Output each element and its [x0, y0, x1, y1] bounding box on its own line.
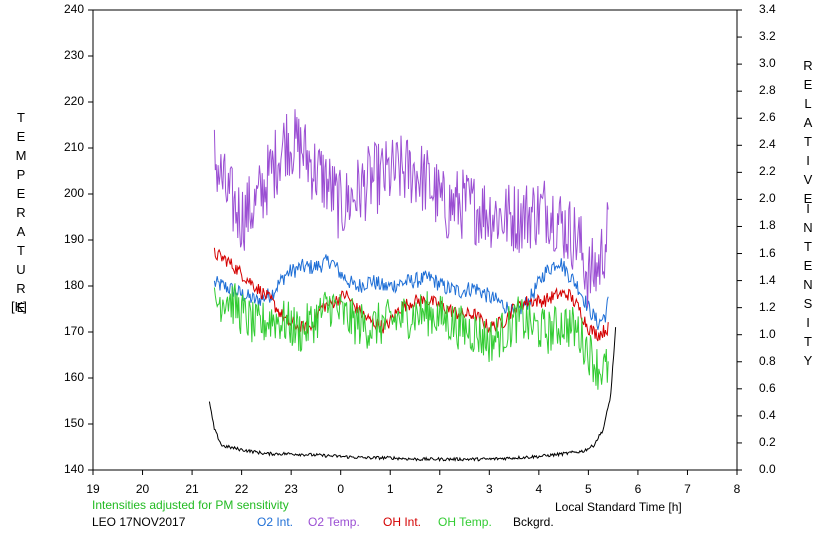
y-right-tick-label: 0.6: [759, 380, 776, 395]
y-right-label-letter: E: [803, 77, 813, 92]
y-left-label-letter: T: [17, 110, 25, 125]
y-right-label-letter: L: [804, 96, 812, 111]
y-left-tick-label: 230: [63, 48, 84, 62]
y-left-tick-label: 160: [63, 370, 84, 384]
y-left-tick-label: 170: [63, 324, 84, 338]
y-right-label-letter: T: [804, 134, 812, 149]
plot-frame: [92, 9, 738, 471]
x-tick-label: 6: [634, 482, 642, 496]
y-right-tick-label: 2.4: [759, 137, 776, 152]
x-tick-label: 2: [436, 482, 444, 496]
y-left-label-letter: R: [16, 205, 26, 220]
y-left-label-letter: R: [16, 281, 26, 296]
y-right-tick-label: 3.2: [759, 29, 776, 44]
x-tick-label: 21: [185, 482, 199, 496]
y-right-label-letter: E: [803, 258, 813, 273]
y-left-label-letter: E: [16, 300, 26, 315]
y-right-label-letter: E: [803, 191, 813, 206]
y-right-label-letter: T: [804, 239, 812, 254]
x-tick-label: 22: [234, 482, 249, 496]
y-right-tick-label: 0.2: [759, 434, 776, 449]
series-line-o2-int: [213, 254, 609, 330]
y-left-label-letter: U: [16, 262, 26, 277]
legend-item: O2 Temp.: [308, 515, 360, 529]
y-right-tick-label: 0.8: [759, 353, 776, 368]
y-right-label-letter: T: [804, 334, 812, 349]
y-left-label-letter: E: [16, 129, 26, 144]
legend-item: OH Temp.: [438, 515, 492, 529]
y-left-tick-label: 200: [63, 186, 84, 200]
y-right-tick-label: 0.4: [759, 407, 776, 422]
y-left-label-letter: E: [16, 186, 26, 201]
legend-item: O2 Int.: [257, 515, 294, 529]
y-right-label-letter: R: [803, 58, 813, 73]
x-tick-label: 19: [86, 482, 100, 496]
x-tick-label: 4: [535, 482, 543, 496]
y-right-tick-label: 2.8: [759, 83, 776, 98]
y-left-label-letter: T: [17, 243, 25, 258]
x-tick-label: 8: [733, 482, 741, 496]
y-right-label-letter: I: [806, 201, 810, 216]
y-right-label-letter: I: [806, 153, 810, 168]
x-axis-label: Local Standard Time [h]: [555, 500, 682, 514]
series-line-oh-temp: [213, 283, 609, 390]
left-axis-ticks: [88, 9, 93, 471]
y-right-tick-label: 2.6: [759, 110, 776, 125]
legend-item: OH Int.: [383, 515, 422, 529]
x-tick-label: 7: [684, 482, 691, 496]
y-right-tick-label: 2.2: [759, 164, 776, 179]
series-line-oh-int: [213, 247, 609, 342]
site-date-label: LEO 17NOV2017: [92, 515, 186, 529]
x-tick-label: 20: [135, 482, 150, 496]
x-tick-label: 23: [284, 482, 298, 496]
x-tick-label: 1: [386, 482, 394, 496]
x-axis-ticks: [92, 470, 738, 475]
y-left-label-letter: M: [15, 148, 27, 163]
y-right-tick-label: 1.4: [759, 272, 776, 287]
y-right-label-letter: I: [806, 315, 810, 330]
y-right-tick-label: 3.0: [759, 56, 776, 71]
x-tick-label: 5: [585, 482, 592, 496]
y-right-label-letter: A: [803, 115, 813, 130]
sensitivity-note: Intensities adjusted for PM sensitivity: [92, 498, 289, 512]
y-left-tick-label: 190: [63, 232, 84, 246]
y-left-label-letter: P: [16, 167, 26, 182]
y-right-tick-label: 2.0: [759, 191, 776, 206]
y-right-label-letter: S: [803, 296, 813, 311]
series-layer: [208, 109, 617, 463]
series-line-bckgrd: [208, 327, 617, 463]
y-left-tick-label: 210: [63, 140, 84, 154]
y-right-tick-label: 1.0: [759, 326, 776, 341]
right-axis-ticks: [737, 9, 742, 471]
y-left-label-letter: A: [16, 224, 26, 239]
legend-item: Bckgrd.: [513, 515, 554, 529]
y-left-tick-label: 180: [63, 278, 84, 292]
x-tick-label: 0: [337, 482, 345, 496]
y-right-tick-label: 0.0: [759, 462, 776, 476]
y-right-tick-label: 3.4: [759, 2, 776, 16]
y-right-tick-label: 1.2: [759, 299, 776, 314]
y-right-label-letter: Y: [803, 353, 813, 368]
series-line-o2-temp: [213, 109, 609, 308]
y-axis-unit-left: [K]: [11, 299, 27, 314]
y-right-label-letter: N: [803, 277, 813, 292]
y-left-tick-label: 140: [63, 462, 84, 476]
y-right-label-letter: V: [803, 172, 813, 187]
y-right-label-letter: N: [803, 220, 813, 235]
y-left-tick-label: 240: [63, 2, 84, 16]
y-right-tick-label: 1.8: [759, 218, 776, 233]
y-left-tick-label: 150: [63, 416, 84, 430]
x-tick-label: 3: [485, 482, 493, 496]
y-right-tick-label: 1.6: [759, 245, 776, 260]
y-left-tick-label: 220: [63, 94, 84, 108]
